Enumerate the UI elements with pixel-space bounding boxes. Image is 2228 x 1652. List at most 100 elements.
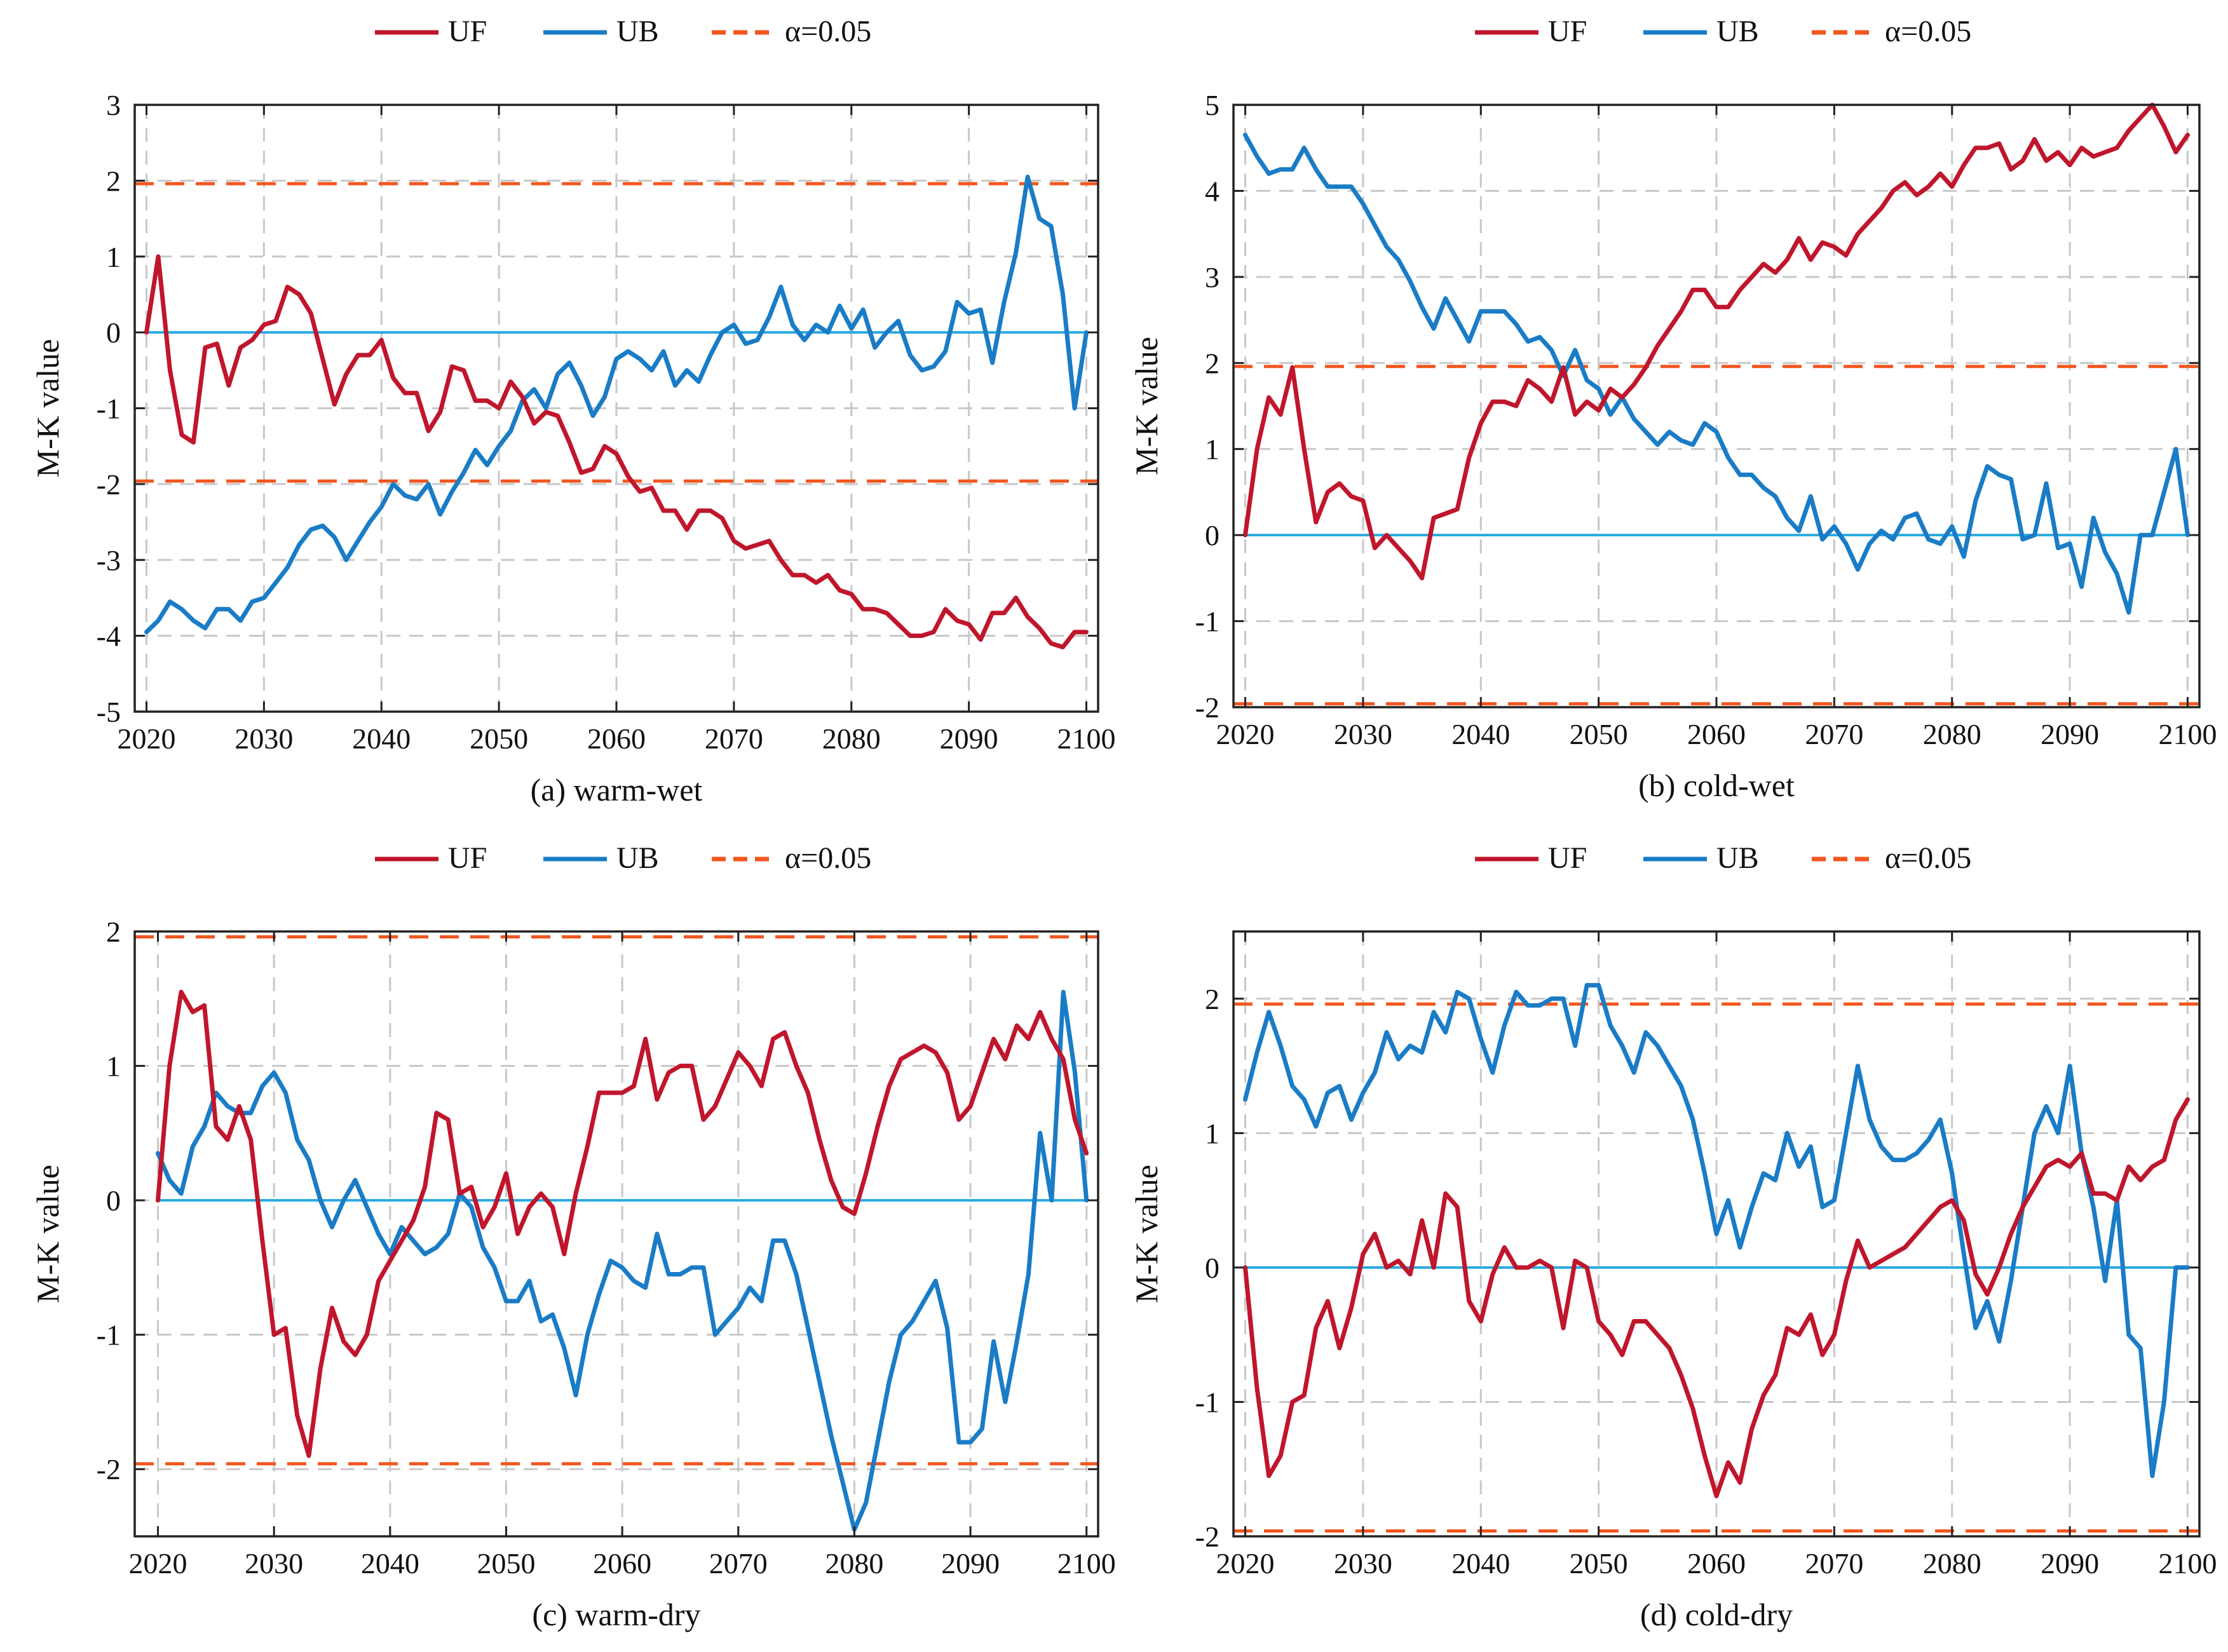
x-tick-label: 2040: [1451, 718, 1510, 750]
x-tick-label: 2080: [825, 1547, 883, 1580]
y-tick-label: 0: [1205, 1252, 1219, 1284]
y-tick-label: -5: [97, 696, 121, 728]
y-tick-label: 0: [106, 316, 121, 349]
y-tick-label: -2: [1195, 1520, 1219, 1553]
y-tick-label: 2: [106, 165, 121, 197]
y-tick-label: -1: [97, 1319, 121, 1351]
x-tick-label: 2080: [822, 722, 881, 755]
panel-caption: (d) cold-dry: [1640, 1597, 1793, 1632]
x-tick-label: 2030: [234, 722, 293, 755]
series-uf-line: [144, 254, 1089, 649]
legend-label: UF: [1548, 841, 1587, 875]
x-tick-label: 2090: [2041, 718, 2099, 750]
x-tick-label: 2090: [940, 722, 998, 755]
legend-label: UB: [1716, 15, 1759, 48]
series-uf-line: [1243, 1097, 2190, 1498]
y-tick-label: -3: [97, 544, 121, 576]
x-tick-label: 2020: [117, 722, 175, 755]
y-axis-label: M-K value: [1129, 1165, 1164, 1303]
series-uf-line: [156, 989, 1089, 1458]
y-tick-label: 0: [1205, 519, 1219, 552]
x-tick-label: 2030: [245, 1547, 303, 1580]
x-tick-label: 2040: [352, 722, 411, 755]
y-tick-label: 3: [1205, 261, 1219, 294]
x-tick-label: 2100: [1057, 1547, 1116, 1580]
x-tick-label: 2050: [1570, 718, 1628, 750]
plot-area: [135, 931, 1098, 1536]
y-tick-label: 2: [1205, 983, 1219, 1015]
legend-label: α=0.05: [785, 15, 871, 48]
panel-caption: (b) cold-wet: [1638, 768, 1795, 803]
axes-frame: [133, 930, 1099, 1538]
y-tick-label: 0: [106, 1184, 121, 1217]
panel-caption: (c) warm-dry: [532, 1597, 700, 1632]
x-tick-label: 2060: [1687, 1547, 1746, 1580]
series-ub-line: [1243, 983, 2190, 1479]
panel-b: 2020 2030 2040 2050 2060 2070 2080 2090 2100 -2 -1…: [1129, 15, 2217, 803]
y-axis-label: M-K value: [1129, 337, 1164, 475]
x-tick-label: 2090: [2041, 1547, 2099, 1580]
y-tick-label: -1: [1195, 606, 1219, 638]
legend-label: UF: [448, 15, 487, 48]
y-tick-label: -2: [97, 468, 121, 501]
x-tick-label: 2080: [1923, 1547, 1981, 1580]
x-tick-label: 2070: [709, 1547, 768, 1580]
y-axis-label: M-K value: [30, 339, 65, 478]
legend-label: α=0.05: [1885, 841, 1971, 875]
x-tick-label: 2020: [1216, 718, 1275, 750]
legend-label: UF: [1548, 15, 1587, 48]
x-tick-label: 2100: [1057, 722, 1116, 755]
y-tick-label: -2: [1195, 691, 1219, 724]
series-ub-line: [144, 174, 1089, 635]
panel-a: 2020 2030 2040 2050 2060 2070 2080 2090 2100 -5 -4…: [30, 15, 1116, 808]
x-tick-label: 2040: [1451, 1547, 1510, 1580]
y-tick-label: 1: [1205, 433, 1219, 466]
x-tick-label: 2060: [1687, 718, 1746, 750]
x-tick-label: 2030: [1334, 718, 1392, 750]
legend-label: UF: [448, 841, 487, 875]
x-tick-label: 2070: [705, 722, 763, 755]
y-tick-label: -4: [97, 620, 121, 653]
legend: UF UB α=0.05: [1475, 841, 1971, 875]
x-tick-label: 2050: [477, 1547, 535, 1580]
series-ub-line: [156, 989, 1089, 1532]
x-tick-label: 2060: [587, 722, 646, 755]
x-tick-label: 2030: [1334, 1547, 1392, 1580]
x-tick-label: 2060: [593, 1547, 651, 1580]
x-tick-label: 2070: [1805, 718, 1863, 750]
series-ub-line: [1243, 132, 2190, 615]
panel-caption: (a) warm-wet: [531, 772, 703, 808]
legend-label: UB: [616, 841, 659, 875]
x-tick-label: 2050: [1570, 1547, 1628, 1580]
legend-label: α=0.05: [1885, 15, 1971, 48]
y-tick-label: 4: [1205, 175, 1219, 207]
x-tick-label: 2100: [2158, 1547, 2217, 1580]
legend-label: UB: [616, 15, 659, 48]
legend: UF UB α=0.05: [375, 15, 871, 48]
panel-c: 2020 2030 2040 2050 2060 2070 2080 2090 2100 -2 -1…: [30, 841, 1116, 1632]
y-tick-label: 3: [106, 89, 121, 121]
y-tick-label: -2: [97, 1453, 121, 1486]
x-tick-label: 2050: [470, 722, 528, 755]
x-tick-label: 2040: [361, 1547, 419, 1580]
y-tick-label: 2: [106, 916, 121, 948]
legend: UF UB α=0.05: [375, 841, 871, 875]
y-axis-label: M-K value: [30, 1165, 65, 1303]
x-tick-label: 2070: [1805, 1547, 1863, 1580]
series-uf-line: [1243, 102, 2190, 581]
x-tick-label: 2080: [1923, 718, 1981, 750]
y-tick-label: -1: [97, 393, 121, 425]
panel-d: 2020 2030 2040 2050 2060 2070 2080 2090 2100 -2 -1…: [1129, 841, 2217, 1632]
x-tick-label: 2020: [129, 1547, 187, 1580]
legend-label: UB: [1716, 841, 1759, 875]
legend: UF UB α=0.05: [1475, 15, 1971, 48]
y-tick-label: -1: [1195, 1386, 1219, 1418]
y-tick-label: 1: [106, 1050, 121, 1083]
x-tick-label: 2020: [1216, 1547, 1275, 1580]
legend-label: α=0.05: [785, 841, 871, 875]
x-tick-label: 2090: [941, 1547, 1000, 1580]
y-tick-label: 2: [1205, 347, 1219, 379]
y-tick-label: 5: [1205, 89, 1219, 121]
y-tick-label: 1: [1205, 1117, 1219, 1149]
